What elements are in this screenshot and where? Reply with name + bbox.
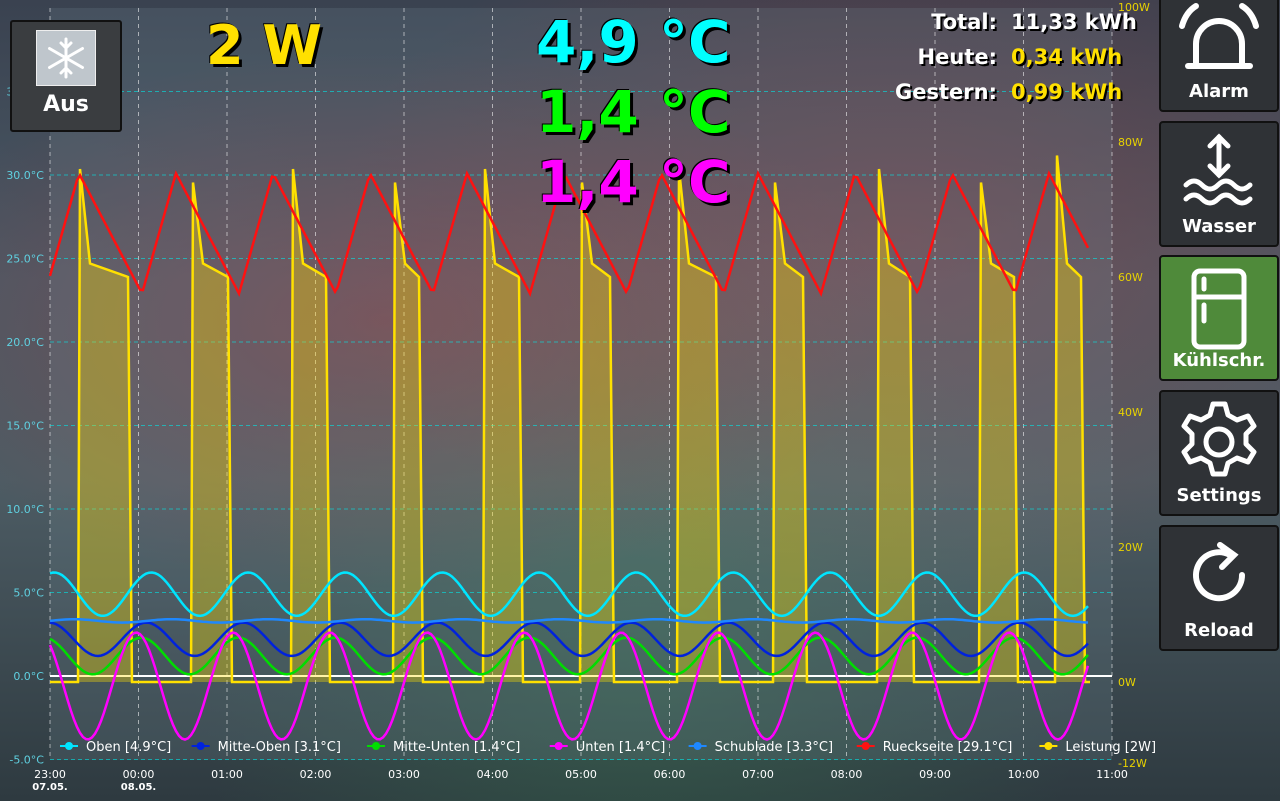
series-unten <box>48 631 1090 741</box>
y-right-tick: 100W <box>1118 1 1150 14</box>
series-leistung-fill <box>50 155 1090 682</box>
y-left-tick: 25.0°C <box>6 253 44 266</box>
legend-marker <box>861 742 870 750</box>
x-date: 08.05. <box>121 782 156 793</box>
legend-label: Mitte-Unten [1.4°C] <box>393 740 520 755</box>
temp-bottom: 1,4 °C <box>536 148 731 216</box>
yesterday-value: 0,99 kWh <box>1011 80 1123 104</box>
gear-icon <box>1181 401 1257 477</box>
sidebar-label-reload: Reload <box>1184 620 1254 641</box>
energy-summary: Total: 11,33 kWh Heute: 0,34 kWh Gestern: 0… <box>895 10 1145 115</box>
current-power: 2 W <box>206 14 322 77</box>
legend-label: Rueckseite [29.1°C] <box>883 740 1013 755</box>
fridge-icon <box>1191 268 1247 350</box>
sidebar-item-kuehlschrank[interactable]: Kühlschr. <box>1159 255 1279 381</box>
legend-marker <box>554 742 563 750</box>
sidebar-item-settings[interactable]: Settings <box>1159 390 1279 516</box>
x-tick: 06:00 <box>654 768 686 781</box>
y-right-tick: -12W <box>1118 757 1147 770</box>
cooling-mode-button[interactable]: Aus <box>10 20 122 132</box>
x-tick: 05:00 <box>565 768 597 781</box>
sidebar-label-kuehlschrank: Kühlschr. <box>1172 350 1266 371</box>
today-label: Heute: <box>917 45 997 69</box>
legend-marker <box>693 742 702 750</box>
x-tick: 04:00 <box>477 768 509 781</box>
sidebar-item-wasser[interactable]: Wasser <box>1159 121 1279 247</box>
total-value: 11,33 kWh <box>1011 10 1137 34</box>
cooling-mode-label: Aus <box>43 92 89 117</box>
series-leistung <box>50 155 1090 684</box>
water-level-icon <box>1183 133 1253 206</box>
y-right-tick: 0W <box>1118 676 1136 689</box>
x-tick: 03:00 <box>388 768 420 781</box>
x-tick: 00:00 <box>123 768 155 781</box>
y-right-tick: 80W <box>1118 136 1143 149</box>
x-tick: 01:00 <box>211 768 243 781</box>
y-right-tick: 40W <box>1118 406 1143 419</box>
y-left-tick: 30.0°C <box>6 169 44 182</box>
series-mitte-oben <box>49 621 1089 658</box>
total-label: Total: <box>931 10 997 34</box>
reload-icon <box>1193 542 1246 602</box>
y-right-tick: 20W <box>1118 541 1143 554</box>
yesterday-label: Gestern: <box>895 80 997 104</box>
alarm-icon <box>1179 3 1259 69</box>
legend-marker <box>196 742 205 750</box>
legend-marker <box>65 742 73 750</box>
temp-middle: 1,4 °C <box>536 78 731 146</box>
legend-label: Leistung [2W] <box>1065 740 1156 755</box>
y-left-tick: 15.0°C <box>6 420 44 433</box>
legend-label: Unten [1.4°C] <box>576 740 666 755</box>
legend-marker <box>1044 742 1053 750</box>
series-schublade <box>49 617 1089 624</box>
y-left-tick: 20.0°C <box>6 336 44 349</box>
x-tick: 02:00 <box>300 768 332 781</box>
legend-marker <box>372 742 380 750</box>
y-left-tick: -5.0°C <box>9 754 44 767</box>
x-date: 07.05. <box>32 782 67 793</box>
sidebar-item-alarm[interactable]: Alarm <box>1159 0 1279 112</box>
y-left-tick: 5.0°C <box>13 587 44 600</box>
x-tick: 23:00 <box>34 768 66 781</box>
y-right-tick: 60W <box>1118 271 1143 284</box>
snowflake-icon <box>36 30 96 86</box>
x-tick: 09:00 <box>919 768 951 781</box>
y-left-tick: 10.0°C <box>6 503 44 516</box>
series-oben <box>49 571 1089 618</box>
sidebar-label-settings: Settings <box>1176 485 1262 506</box>
x-tick: 07:00 <box>742 768 774 781</box>
y-left-tick: 0.0°C <box>13 670 44 683</box>
sidebar-label-alarm: Alarm <box>1189 81 1249 102</box>
legend-label: Oben [4.9°C] <box>86 740 171 755</box>
x-tick: 08:00 <box>831 768 863 781</box>
x-tick: 10:00 <box>1008 768 1040 781</box>
today-value: 0,34 kWh <box>1011 45 1123 69</box>
x-tick: 11:00 <box>1096 768 1128 781</box>
series-rueckseite <box>48 170 1090 297</box>
sidebar-label-wasser: Wasser <box>1182 216 1256 237</box>
legend-label: Schublade [3.3°C] <box>715 740 834 755</box>
sidebar-item-reload[interactable]: Reload <box>1159 525 1279 651</box>
temp-top: 4,9 °C <box>536 8 731 76</box>
legend-label: Mitte-Oben [3.1°C] <box>218 740 341 755</box>
